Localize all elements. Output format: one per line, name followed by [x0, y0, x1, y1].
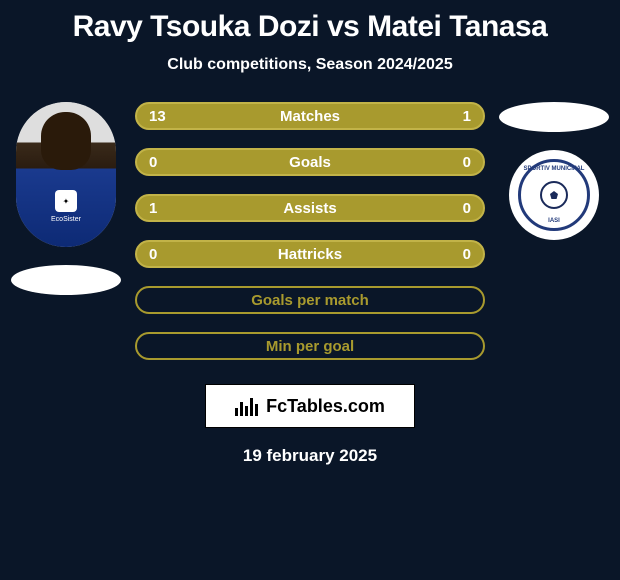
stat-right-value: 1 — [443, 108, 471, 125]
stat-right-value: 0 — [443, 200, 471, 217]
stat-label: Matches — [177, 108, 443, 125]
club-badge-right: SPORTIV MUNICIPAL IASI — [509, 150, 599, 240]
bar-chart-icon — [235, 396, 258, 416]
jersey-crest-icon: ✦ — [55, 190, 77, 212]
right-side: SPORTIV MUNICIPAL IASI — [499, 102, 609, 240]
stat-bar-matches: 13 Matches 1 — [135, 102, 485, 130]
generated-date: 19 february 2025 — [243, 446, 377, 466]
stat-left-value: 1 — [149, 200, 177, 217]
player-photo-left: ✦ EcoSister — [16, 102, 116, 247]
stat-right-value: 0 — [443, 246, 471, 263]
club-badge-inner: SPORTIV MUNICIPAL IASI — [518, 159, 590, 231]
site-name: FcTables.com — [266, 396, 385, 417]
player-photo-right-placeholder — [499, 102, 609, 132]
club-badge-left-placeholder — [11, 265, 121, 295]
stat-bar-assists: 1 Assists 0 — [135, 194, 485, 222]
stat-left-value: 0 — [149, 246, 177, 263]
stat-left-value: 0 — [149, 154, 177, 171]
page-subtitle: Club competitions, Season 2024/2025 — [167, 56, 452, 74]
club-badge-text-top: SPORTIV MUNICIPAL — [521, 166, 587, 172]
main-row: ✦ EcoSister 13 Matches 1 0 Goals 0 1 Ass… — [0, 102, 620, 360]
page-title: Ravy Tsouka Dozi vs Matei Tanasa — [73, 10, 548, 44]
site-attribution[interactable]: FcTables.com — [205, 384, 415, 428]
stat-label: Hattricks — [177, 246, 443, 263]
player-head-shape — [41, 112, 91, 170]
player-photo-illustration: ✦ EcoSister — [16, 102, 116, 247]
stat-label: Goals per match — [177, 292, 443, 309]
comparison-card: Ravy Tsouka Dozi vs Matei Tanasa Club co… — [0, 0, 620, 580]
club-badge-text-bottom: IASI — [521, 218, 587, 224]
stat-bar-goals: 0 Goals 0 — [135, 148, 485, 176]
football-icon — [540, 181, 568, 209]
stat-label: Assists — [177, 200, 443, 217]
stat-label: Min per goal — [177, 338, 443, 355]
stat-left-value: 13 — [149, 108, 177, 125]
stats-column: 13 Matches 1 0 Goals 0 1 Assists 0 0 Hat… — [135, 102, 485, 360]
stat-bar-hattricks: 0 Hattricks 0 — [135, 240, 485, 268]
stat-bar-min-per-goal: Min per goal — [135, 332, 485, 360]
stat-label: Goals — [177, 154, 443, 171]
stat-bar-goals-per-match: Goals per match — [135, 286, 485, 314]
left-side: ✦ EcoSister — [11, 102, 121, 295]
stat-right-value: 0 — [443, 154, 471, 171]
jersey-sponsor-text: EcoSister — [51, 216, 81, 223]
